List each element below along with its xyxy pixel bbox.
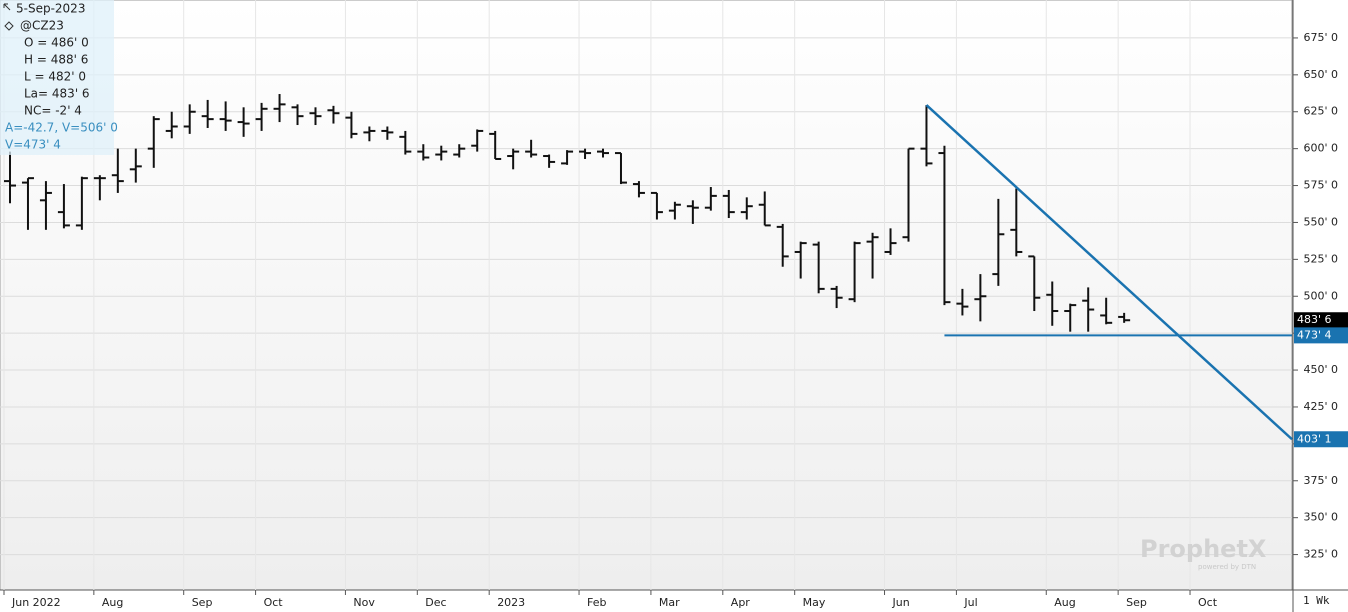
legend-study-line: V=473' 4 <box>5 138 61 152</box>
x-tick-label: Oct <box>1198 596 1218 609</box>
period-label: 1 Wk <box>1303 594 1330 607</box>
legend-line: L = 482' 0 <box>24 70 86 84</box>
bars <box>4 94 1131 332</box>
x-tick-label: Oct <box>264 596 284 609</box>
trendline <box>925 104 1293 441</box>
x-tick-label: Sep <box>1126 596 1147 609</box>
y-tick-label: 575' 0 <box>1303 179 1338 192</box>
cursor-icon <box>3 3 11 11</box>
watermark: ProphetX powered by DTN <box>1140 535 1267 571</box>
x-tick-label: Aug <box>102 596 123 609</box>
last-price-tag-bg <box>1294 312 1348 329</box>
x-tick-label: May <box>803 596 826 609</box>
y-tick-label: 350' 0 <box>1303 511 1338 524</box>
legend-study-line: A=-42.7, V=506' 0 <box>5 121 118 135</box>
x-tick-label: Jun 2022 <box>11 596 61 609</box>
grid <box>0 0 1292 590</box>
y-tick-label: 525' 0 <box>1303 252 1338 265</box>
y-tick-label: 325' 0 <box>1303 548 1338 561</box>
y-tick-label: 500' 0 <box>1303 289 1338 302</box>
legend-line: NC= -2' 4 <box>24 104 82 118</box>
y-tick-label: 650' 0 <box>1303 68 1338 81</box>
y-tick-label: 375' 0 <box>1303 474 1338 487</box>
watermark-brand: ProphetX <box>1140 535 1267 563</box>
y-tick-label: 450' 0 <box>1303 363 1338 376</box>
legend-line: La= 483' 6 <box>24 87 90 101</box>
x-tick-label: Jul <box>963 596 977 609</box>
support-tag: 473' 4 <box>1297 328 1332 341</box>
x-tick-label: Feb <box>587 596 606 609</box>
symbol-icon <box>4 21 14 31</box>
watermark-tagline: powered by DTN <box>1198 563 1256 571</box>
legend-background <box>0 0 114 155</box>
plot-area <box>0 0 1293 591</box>
x-tick-label: Jun <box>892 596 910 609</box>
y-tick-label: 550' 0 <box>1303 215 1338 228</box>
legend-date: 5-Sep-2023 <box>16 2 85 16</box>
support-tag-bg <box>1294 327 1348 344</box>
y-tick-label: 425' 0 <box>1303 400 1338 413</box>
legend-line: O = 486' 0 <box>24 36 89 50</box>
x-tick-label: Nov <box>353 596 375 609</box>
last-price-tag: 483' 6 <box>1297 313 1332 326</box>
x-tick-label: Apr <box>731 596 751 609</box>
legend-symbol: @CZ23 <box>20 19 64 33</box>
legend-line: H = 488' 6 <box>24 53 88 67</box>
x-tick-label: Aug <box>1054 596 1075 609</box>
y-axis-area <box>1293 0 1348 590</box>
y-tick-label: 675' 0 <box>1303 31 1338 44</box>
y-tick-label: 625' 0 <box>1303 105 1338 118</box>
x-tick-label: Dec <box>425 596 446 609</box>
x-tick-label: Mar <box>659 596 680 609</box>
trendline-tag-bg <box>1294 431 1348 448</box>
x-tick-label: Sep <box>192 596 213 609</box>
trendline-tag: 403' 1 <box>1297 432 1332 445</box>
x-tick-label: 2023 <box>497 596 525 609</box>
legend-box: 5-Sep-2023 @CZ23 O = 486' 0 H = 488' 6 L =… <box>0 0 118 155</box>
y-tick-label: 600' 0 <box>1303 142 1338 155</box>
